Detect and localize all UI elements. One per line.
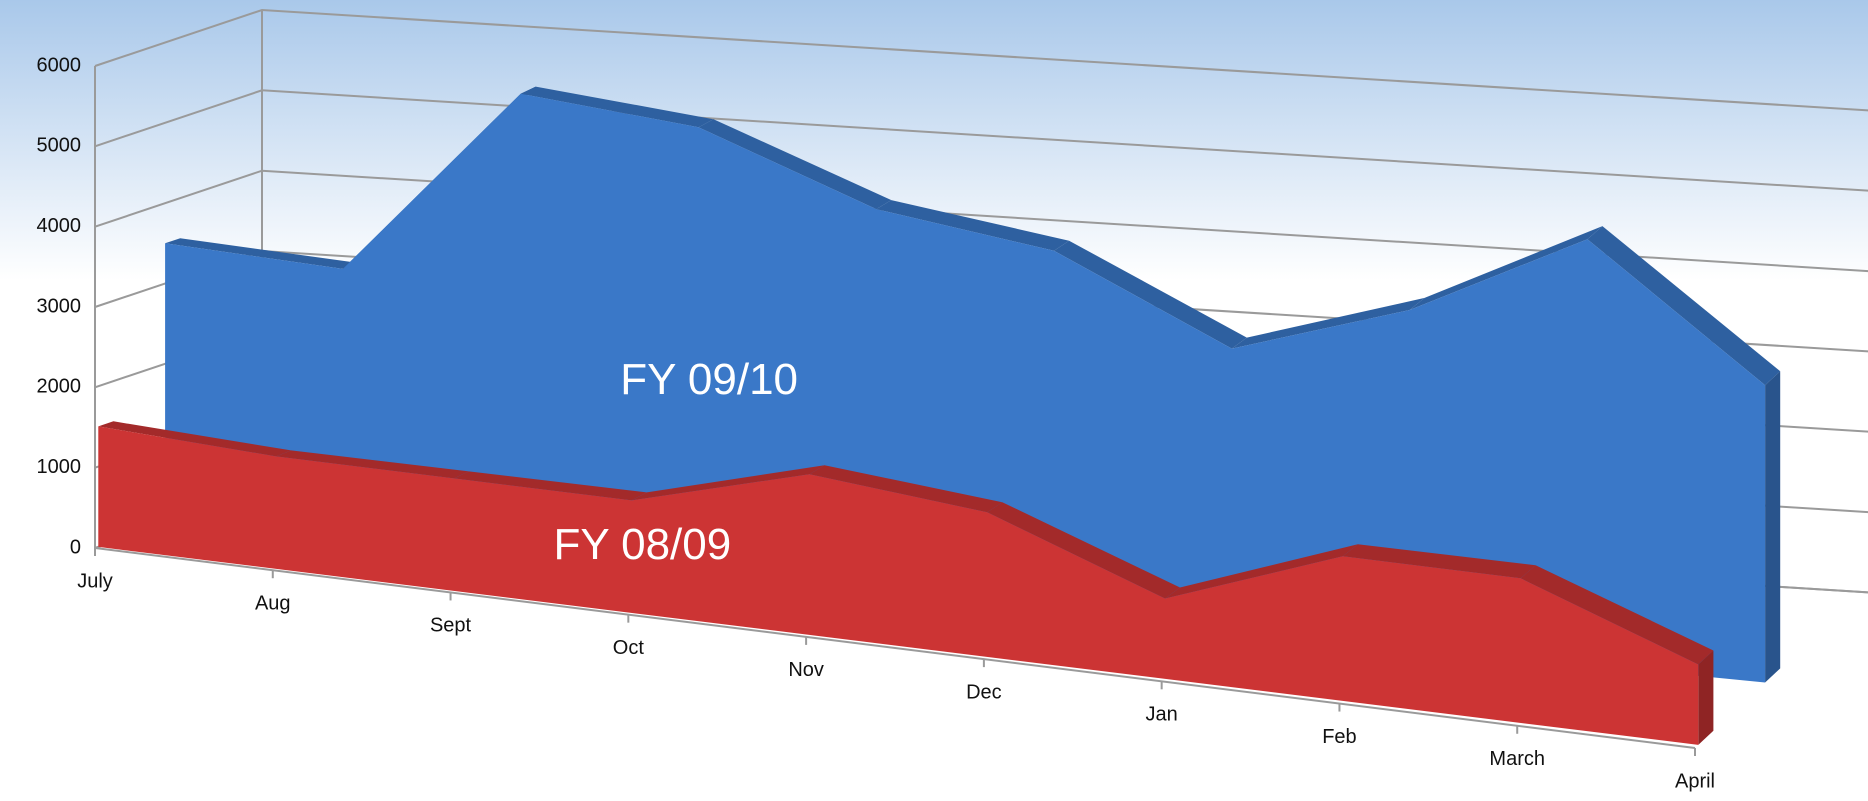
x-tick-label: April [1675, 770, 1715, 792]
area [98, 426, 1699, 745]
x-tick-label: July [77, 570, 113, 592]
y-tick-label: 3000 [37, 295, 82, 317]
y-tick-label: 4000 [37, 215, 82, 237]
x-tick-label: Oct [613, 637, 645, 659]
area-top [453, 471, 647, 501]
area-top [698, 119, 892, 210]
area-top [276, 450, 469, 479]
y-tick-label: 0 [70, 536, 81, 558]
area-top [1165, 544, 1358, 599]
series-label: FY 09/10 [620, 355, 798, 404]
y-tick-label: 2000 [37, 376, 82, 398]
area-top [1587, 226, 1781, 386]
area-top [165, 238, 358, 269]
area-side [1765, 371, 1781, 683]
y-tick-label: 1000 [37, 456, 82, 478]
x-tick-label: Jan [1146, 704, 1178, 726]
area-top [1054, 240, 1247, 349]
area-top [1342, 544, 1536, 579]
x-tick-label: Nov [788, 659, 824, 681]
x-tick-label: Sept [430, 615, 472, 637]
area-top [809, 465, 1003, 513]
x-tick-label: Dec [966, 681, 1002, 703]
area-top [1520, 565, 1714, 665]
area-side [1698, 650, 1714, 745]
y-tick-label: 6000 [37, 54, 82, 76]
area-top [98, 421, 292, 457]
series-label: FY 08/09 [553, 520, 731, 569]
area-top [1409, 226, 1603, 310]
y-tick-label: 5000 [37, 135, 82, 157]
x-tick-label: March [1489, 748, 1545, 770]
x-tick-label: Feb [1322, 726, 1356, 748]
area-top [631, 465, 825, 501]
x-tick-label: Aug [255, 593, 291, 615]
area-top [520, 86, 714, 128]
area-top [876, 200, 1070, 251]
area-top [1231, 297, 1425, 349]
area-top [987, 502, 1180, 599]
